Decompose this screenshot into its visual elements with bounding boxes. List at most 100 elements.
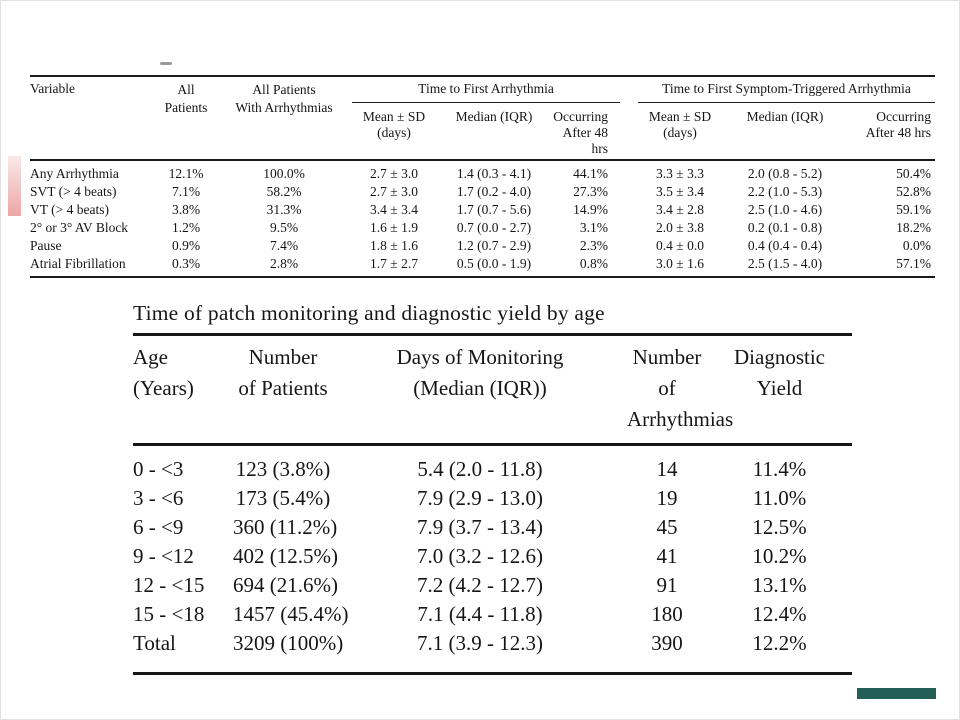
cell-all-with-arrhythmias: 58.2% [266,184,302,199]
teal-accent-bar [857,688,936,699]
cell-all-patients: 0.9% [171,238,201,253]
cell-days-of-monitoring: 7.0 (3.2 - 12.6) [417,544,543,568]
dash-artifact [160,62,172,65]
cell-median-iqr-2: 0.4 (0.4 - 0.4) [747,238,823,253]
cell-median-iqr-1: 1.7 (0.2 - 4.0) [456,184,532,199]
cell-days-of-monitoring: 7.1 (3.9 - 12.3) [417,631,543,655]
cell-number-of-arrhythmias: 390 [651,631,683,655]
table-top-rule [133,333,852,336]
cell-variable: Any Arrhythmia [30,166,119,181]
age-table-body: 0 - <3 123 (3.8%) 5.4 (2.0 - 11.8) 14 11… [133,446,852,672]
cell-median-iqr-1: 1.2 (0.7 - 2.9) [456,238,532,253]
cell-mean-sd-2: 0.4 ± 0.0 [656,238,704,253]
col-header-all-with-arrhythmias: All Patients With Arrhythmias [235,82,333,115]
cell-occurring-2: 18.2% [896,220,931,235]
table-row: 15 - <18 1457 (45.4%) 7.1 (4.4 - 11.8) 1… [133,600,852,629]
age-table-header: Age (Years) Number of Patients Days of M… [133,336,852,443]
cell-diagnostic-yield: 11.4% [752,457,807,481]
cell-mean-sd-1: 1.6 ± 1.9 [370,220,418,235]
cell-all-with-arrhythmias: 9.5% [269,220,299,235]
cell-all-with-arrhythmias: 2.8% [269,256,299,271]
col-header-median-iqr-1: Median (IQR) [455,109,533,124]
cell-number-of-arrhythmias: 45 [656,515,678,539]
cell-all-patients: 7.1% [171,184,201,199]
table-row: 2° or 3° AV Block 1.2% 9.5% 1.6 ± 1.9 0.… [30,219,935,237]
cell-days-of-monitoring: 7.1 (4.4 - 11.8) [417,602,543,626]
cell-days-of-monitoring: 7.9 (3.7 - 13.4) [417,515,543,539]
cell-median-iqr-1: 0.5 (0.0 - 1.9) [456,256,532,271]
cell-number-of-patients: 1457 (45.4%) [233,602,349,626]
col-header-mean-sd-1: Mean ± SD (days) [362,109,426,140]
table-row: Pause 0.9% 7.4% 1.8 ± 1.6 1.2 (0.7 - 2.9… [30,237,935,255]
cell-median-iqr-2: 2.5 (1.0 - 4.6) [747,202,823,217]
table-bottom-rule [133,672,852,675]
cell-mean-sd-1: 2.7 ± 3.0 [370,184,418,199]
cell-occurring-1: 0.8% [579,256,608,271]
cell-variable: 2° or 3° AV Block [30,220,129,235]
cell-all-patients: 3.8% [171,202,201,217]
cell-occurring-1: 14.9% [573,202,608,217]
arrhythmia-timing-table: Variable All Patients All Patients With … [30,75,935,278]
cell-age: Total [133,631,176,655]
cell-occurring-1: 2.3% [579,238,608,253]
cell-variable: Pause [30,238,62,253]
col-header-all-patients: All Patients [164,82,208,115]
table-row: Total 3209 (100%) 7.1 (3.9 - 12.3) 390 1… [133,629,852,658]
arrhythmia-table-header: Variable All Patients All Patients With … [30,77,935,159]
cell-days-of-monitoring: 5.4 (2.0 - 11.8) [417,457,543,481]
table-bottom-rule [30,276,935,278]
cell-variable: VT (> 4 beats) [30,202,109,217]
cell-all-with-arrhythmias: 7.4% [269,238,299,253]
cell-median-iqr-2: 0.2 (0.1 - 0.8) [747,220,823,235]
cell-age: 0 - <3 [133,457,184,481]
cell-mean-sd-1: 3.4 ± 3.4 [370,202,418,217]
cell-mean-sd-2: 2.0 ± 3.8 [656,220,704,235]
cell-number-of-arrhythmias: 41 [656,544,678,568]
cell-number-of-patients: 123 (3.8%) [235,457,331,481]
cell-all-with-arrhythmias: 31.3% [266,202,302,217]
cell-age: 3 - <6 [133,486,184,510]
cell-mean-sd-2: 3.0 ± 1.6 [656,256,704,271]
table-row: Atrial Fibrillation 0.3% 2.8% 1.7 ± 2.7 … [30,255,935,273]
cell-occurring-2: 0.0% [902,238,931,253]
cell-median-iqr-1: 1.7 (0.7 - 5.6) [456,202,532,217]
cell-all-patients: 12.1% [168,166,204,181]
cell-diagnostic-yield: 12.2% [752,631,807,655]
cell-age: 12 - <15 [133,573,205,597]
cell-age: 6 - <9 [133,515,184,539]
table-row: 3 - <6 173 (5.4%) 7.9 (2.9 - 13.0) 19 11… [133,484,852,513]
cell-number-of-patients: 694 (21.6%) [233,573,338,597]
col-header-age: Age (Years) [133,345,194,400]
header-bottom-rule [30,159,935,161]
cell-mean-sd-2: 3.5 ± 3.4 [656,184,704,199]
cell-diagnostic-yield: 13.1% [752,573,807,597]
cell-occurring-2: 57.1% [896,256,931,271]
cell-days-of-monitoring: 7.9 (2.9 - 13.0) [417,486,543,510]
monitoring-by-age-table: Time of patch monitoring and diagnostic … [133,300,852,675]
cell-mean-sd-2: 3.4 ± 2.8 [656,202,704,217]
cell-diagnostic-yield: 12.4% [752,602,807,626]
col-header-occurring-1: Occurring After 48 hrs [553,109,608,156]
cell-age: 9 - <12 [133,544,194,568]
col-header-diagnostic-yield: Diagnostic Yield [734,345,825,400]
col-header-days-of-monitoring: Days of Monitoring (Median (IQR)) [396,345,564,400]
pink-accent-bar [8,156,21,216]
table-row: 9 - <12 402 (12.5%) 7.0 (3.2 - 12.6) 41 … [133,542,852,571]
cell-variable: SVT (> 4 beats) [30,184,117,199]
cell-median-iqr-1: 0.7 (0.0 - 2.7) [456,220,532,235]
table-row: SVT (> 4 beats) 7.1% 58.2% 2.7 ± 3.0 1.7… [30,183,935,201]
cell-mean-sd-1: 2.7 ± 3.0 [370,166,418,181]
cell-occurring-1: 44.1% [573,166,608,181]
cell-occurring-2: 50.4% [896,166,931,181]
cell-occurring-1: 27.3% [573,184,608,199]
cell-mean-sd-1: 1.7 ± 2.7 [370,256,418,271]
cell-diagnostic-yield: 12.5% [752,515,807,539]
cell-diagnostic-yield: 10.2% [752,544,807,568]
table-row: Any Arrhythmia 12.1% 100.0% 2.7 ± 3.0 1.… [30,165,935,183]
cell-number-of-patients: 3209 (100%) [233,631,344,655]
header-bottom-rule [133,443,852,446]
cell-number-of-patients: 360 (11.2%) [233,515,338,539]
col-header-median-iqr-2: Median (IQR) [746,109,824,124]
table-row: VT (> 4 beats) 3.8% 31.3% 3.4 ± 3.4 1.7 … [30,201,935,219]
cell-number-of-arrhythmias: 19 [656,486,678,510]
